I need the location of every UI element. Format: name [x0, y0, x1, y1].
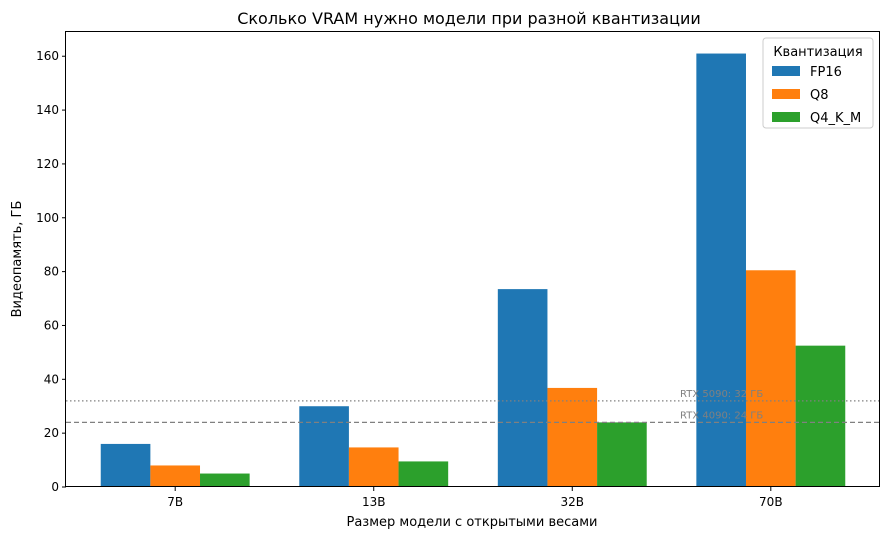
- y-tick-label: 100: [36, 211, 59, 225]
- y-tick-label: 0: [51, 480, 59, 494]
- legend-swatch-fp16: [772, 66, 800, 76]
- legend-label-fp16: FP16: [810, 65, 842, 80]
- bar-fp16-7b: [100, 443, 151, 487]
- y-tick-label: 160: [36, 49, 59, 63]
- y-tick-label: 140: [36, 103, 59, 117]
- y-tick-label: 60: [44, 318, 59, 332]
- bar-q4-k-m-7b: [200, 473, 250, 487]
- legend-swatch-q8: [772, 89, 800, 99]
- legend-box: [762, 37, 874, 129]
- reference-line-label-1: RTX 4090: 24 ГБ: [680, 410, 763, 421]
- bar-q4-k-m-32b: [597, 422, 647, 487]
- legend: Квантизация FP16 Q8 Q4_K_M: [762, 37, 874, 129]
- plot-frame: [65, 31, 880, 487]
- y-tick-label: 20: [44, 426, 59, 440]
- legend-label-q8: Q8: [810, 88, 829, 103]
- bar-q8-13b: [348, 447, 399, 487]
- legend-swatch-q4-k-m: [772, 112, 800, 122]
- bar-q4-k-m-70b: [795, 345, 846, 487]
- x-axis: 7B 13B 32B 70B: [167, 487, 783, 509]
- bar-fp16-32b: [497, 289, 548, 487]
- y-axis: 0 20 40 60 80 100 120 140 160: [36, 49, 66, 494]
- y-axis-title: Видеопамять, ГБ: [10, 201, 25, 318]
- x-tick-label: 70B: [759, 495, 783, 509]
- legend-title: Квантизация: [773, 45, 862, 60]
- x-tick-label: 32B: [561, 495, 585, 509]
- bar-q4-k-m-13b: [398, 461, 449, 487]
- y-tick-label: 80: [44, 265, 59, 279]
- plot-area: RTX 5090: 32 ГБ RTX 4090: 24 ГБ: [66, 53, 880, 488]
- bar-q8-7b: [150, 465, 201, 487]
- bar-q8-32b: [547, 387, 598, 487]
- y-tick-label: 40: [44, 372, 59, 386]
- legend-label-q4-k-m: Q4_K_M: [810, 111, 861, 126]
- x-tick-label: 7B: [167, 495, 183, 509]
- x-tick-label: 13B: [362, 495, 386, 509]
- bar-fp16-13b: [299, 406, 349, 487]
- reference-line-label-0: RTX 5090: 32 ГБ: [680, 389, 763, 400]
- bar-fp16-70b: [696, 53, 746, 488]
- x-axis-title: Размер модели с открытыми весами: [347, 515, 598, 530]
- chart-title: Сколько VRAM нужно модели при разной ква…: [237, 9, 701, 28]
- y-tick-label: 120: [36, 157, 59, 171]
- bar-q8-70b: [745, 270, 796, 487]
